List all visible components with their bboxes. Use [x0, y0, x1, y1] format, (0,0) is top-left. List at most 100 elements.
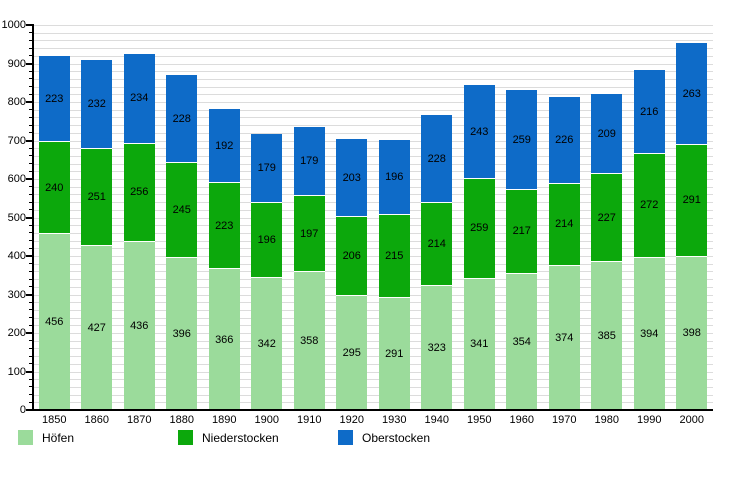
segment-value-label: 197: [300, 227, 319, 240]
y-axis-minor-tick: [29, 116, 32, 118]
gridline: [33, 333, 713, 334]
segment-niederstocken-1980: 227: [591, 174, 623, 262]
segment-value-label: 214: [427, 237, 446, 250]
gridline: [33, 371, 713, 373]
gridline: [33, 325, 713, 327]
legend: Höfen Niederstocken Oberstocken: [0, 430, 745, 450]
segment-value-label: 256: [130, 186, 149, 199]
segment-value-label: 179: [300, 155, 319, 168]
segment-value-label: 196: [257, 234, 276, 247]
gridline: [33, 163, 713, 165]
gridline: [33, 386, 713, 388]
segment-oberstocken-1910: 179: [293, 127, 325, 197]
y-axis-minor-tick: [29, 124, 32, 126]
x-axis-tick-label: 1890: [212, 414, 237, 426]
segment-value-label: 206: [342, 250, 361, 263]
segment-niederstocken-1930: 215: [378, 215, 410, 298]
y-axis-major-tick: [26, 139, 32, 142]
y-axis-major-tick: [26, 24, 32, 26]
y-axis-minor-tick: [29, 301, 32, 303]
segment-value-label: 234: [130, 92, 149, 105]
y-axis-minor-tick: [29, 209, 32, 211]
gridline: [33, 202, 713, 204]
segment-value-label: 215: [385, 250, 404, 263]
segment-value-label: 203: [342, 171, 361, 184]
segment-value-label: 192: [215, 139, 234, 152]
bar-1880: 228 245 396: [166, 75, 198, 410]
bar-1870: 234 256 436: [123, 53, 155, 411]
gridline: [33, 71, 713, 73]
y-axis-tick-label: 0: [19, 404, 26, 416]
segment-höfen-1880: 396: [166, 257, 198, 410]
segment-höfen-1920: 295: [336, 296, 368, 410]
segment-oberstocken-1980: 209: [591, 93, 623, 175]
segment-oberstocken-1930: 196: [378, 139, 410, 216]
segment-value-label: 394: [640, 328, 659, 341]
segment-oberstocken-1960: 259: [506, 90, 538, 191]
bar-2000: 263 291 398: [676, 43, 708, 410]
legend-item-oberstocken: Oberstocken: [338, 430, 430, 445]
segment-niederstocken-1970: 214: [548, 183, 580, 266]
gridline: [33, 240, 713, 242]
segment-höfen-1960: 354: [506, 273, 538, 410]
y-axis-minor-tick: [29, 340, 32, 342]
gridline: [33, 225, 713, 227]
segment-höfen-1990: 394: [633, 258, 665, 410]
bar-1890: 192 223 366: [208, 109, 240, 410]
y-axis-major-tick: [26, 293, 32, 296]
segment-niederstocken-1870: 256: [123, 143, 155, 243]
y-axis-minor-tick: [29, 286, 32, 288]
x-axis-tick-label: 1850: [42, 414, 67, 426]
gridline: [33, 217, 713, 219]
gridline: [33, 340, 713, 342]
y-axis-minor-tick: [29, 78, 32, 80]
y-axis-minor-tick: [29, 263, 32, 265]
segment-value-label: 385: [597, 329, 616, 342]
gridline: [33, 394, 713, 396]
y-axis-major-tick: [26, 178, 32, 180]
plot-area: 223 240 456 232 251 427 234 256 436 228 245 396 192 2…: [33, 25, 713, 410]
bar-1910: 179 197 358: [293, 127, 325, 410]
y-axis-tick-label: 300: [7, 288, 26, 301]
gridline: [33, 32, 713, 34]
segment-niederstocken-1910: 197: [293, 196, 325, 273]
segment-oberstocken-1860: 232: [81, 59, 113, 149]
gridline: [33, 186, 713, 188]
gridline: [33, 402, 713, 404]
x-axis-tick-label: 1860: [84, 414, 109, 426]
segment-niederstocken-1900: 196: [251, 202, 283, 279]
segment-niederstocken-1920: 206: [336, 217, 368, 297]
segment-höfen-1860: 427: [81, 245, 113, 410]
gridline: [33, 317, 713, 319]
legend-item-hofen: Höfen: [18, 430, 74, 445]
x-axis-line: [32, 409, 713, 411]
segment-niederstocken-1950: 259: [463, 179, 495, 279]
segment-value-label: 251: [87, 190, 106, 203]
segment-oberstocken-1850: 223: [38, 56, 70, 143]
gridline: [33, 155, 713, 157]
y-axis-minor-tick: [29, 324, 32, 326]
segment-höfen-1870: 436: [123, 242, 155, 410]
y-axis-tick-label: 200: [7, 327, 26, 339]
segment-höfen-1980: 385: [591, 261, 623, 410]
segment-value-label: 291: [385, 347, 404, 360]
y-axis-minor-tick: [29, 247, 32, 249]
segment-niederstocken-1850: 240: [38, 142, 70, 235]
y-axis-minor-tick: [29, 386, 32, 388]
segment-oberstocken-1970: 226: [548, 96, 580, 184]
segment-value-label: 323: [427, 341, 446, 354]
bar-1970: 226 214 374: [548, 96, 580, 410]
segment-value-label: 436: [130, 320, 149, 333]
segment-value-label: 245: [172, 203, 191, 216]
x-axis-tick-label: 1940: [424, 414, 449, 426]
segment-value-label: 228: [427, 152, 446, 165]
gridline: [33, 348, 713, 350]
y-axis-line: [32, 24, 34, 411]
segment-value-label: 223: [215, 219, 234, 232]
y-axis-minor-tick: [29, 317, 32, 319]
y-axis-major-tick: [26, 409, 32, 411]
x-axis-tick-label: 1930: [382, 414, 407, 426]
segment-value-label: 243: [470, 125, 489, 138]
segment-value-label: 196: [385, 170, 404, 183]
